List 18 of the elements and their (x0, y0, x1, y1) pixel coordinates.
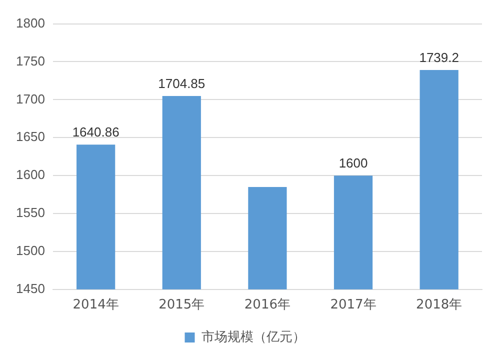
x-tick-label: 2014年 (72, 298, 119, 313)
data-label: 1704.85 (158, 76, 206, 92)
y-tick-label: 1550 (16, 205, 45, 220)
y-tick-label: 1800 (16, 15, 45, 30)
data-label: 1600 (338, 156, 368, 171)
y-tick-label: 1650 (16, 129, 45, 144)
x-tick-label: 2018年 (416, 298, 462, 313)
x-tick-label: 2016年 (244, 298, 291, 313)
y-tick-label: 1600 (16, 167, 45, 182)
legend-label: 市场规模（亿元） (201, 330, 306, 345)
y-tick-label: 1450 (16, 280, 45, 296)
data-label: 1640.86 (72, 124, 120, 140)
data-label: 1739.2 (419, 50, 459, 66)
y-tick-label: 1700 (16, 91, 45, 106)
x-tick-label: 2017年 (330, 298, 376, 313)
y-tick-label: 1750 (16, 53, 45, 68)
y-tick-label: 1500 (16, 243, 45, 258)
x-tick-label: 2015年 (158, 298, 205, 313)
